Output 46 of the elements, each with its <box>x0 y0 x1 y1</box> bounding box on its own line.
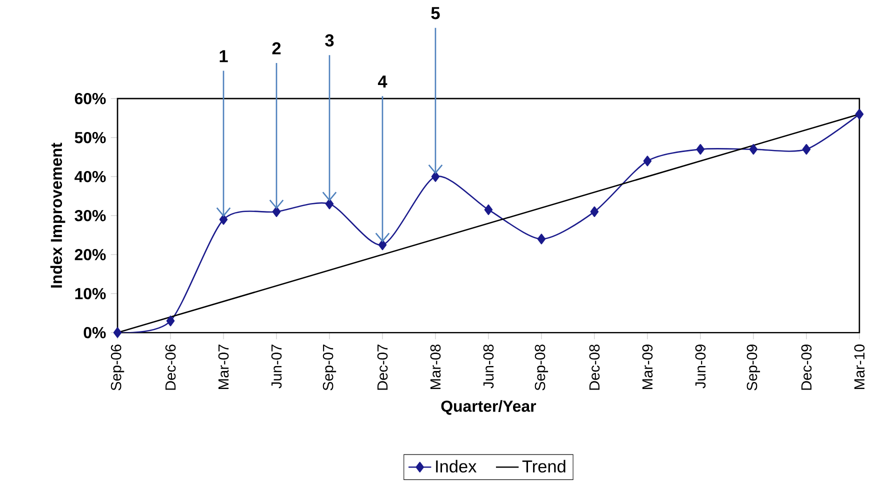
x-tick-label: Mar-10 <box>854 344 865 390</box>
x-tick-label: Mar-09 <box>642 344 653 390</box>
point <box>325 198 334 210</box>
annotation: 3 <box>325 34 334 47</box>
legend-label: Trend <box>522 460 566 473</box>
y-tick-label: 20% <box>74 248 106 260</box>
x-tick-label: Dec-09 <box>801 344 812 390</box>
point <box>696 144 705 155</box>
annotation: 4 <box>378 76 388 88</box>
y-tick-label: 30% <box>74 210 106 222</box>
point <box>855 108 864 120</box>
x-tick-label: Sep-08 <box>534 344 548 390</box>
x-tick-label: Sep-09 <box>746 344 760 390</box>
legend-label: Index <box>436 460 477 473</box>
point <box>378 240 387 250</box>
y-tick-label: 0% <box>84 327 106 338</box>
point <box>219 214 228 225</box>
point <box>431 171 440 182</box>
x-tick-label: Jun-09 <box>695 344 706 388</box>
y-tick-label: 50% <box>74 132 106 144</box>
x-tick-label: Dec-06 <box>165 344 176 390</box>
point <box>802 144 811 155</box>
y-tick-label: 10% <box>75 288 106 300</box>
point <box>166 316 175 326</box>
x-tick-label: Sep-06 <box>110 344 124 390</box>
x-tick-label: Mar-07 <box>218 344 229 390</box>
y-axis-title: Index Improvement <box>50 142 66 288</box>
point <box>484 204 493 216</box>
y-tick-label: 40% <box>74 170 106 182</box>
point <box>643 156 652 166</box>
annotation: 5 <box>431 7 440 20</box>
y-tick-label: 60% <box>74 92 106 104</box>
annotation: 2 <box>272 42 281 54</box>
point <box>113 327 122 338</box>
point <box>590 206 599 218</box>
x-tick-label: Sep-07 <box>322 344 336 390</box>
x-tick-label: Jun-07 <box>271 344 282 388</box>
x-axis-title: Quarter/Year <box>441 400 536 415</box>
point <box>272 206 281 218</box>
x-tick-label: Dec-08 <box>589 344 600 390</box>
annotation: 1 <box>220 50 228 62</box>
x-tick-label: Jun-08 <box>483 344 494 388</box>
point <box>749 144 758 155</box>
point <box>537 234 546 244</box>
x-tick-label: Dec-07 <box>377 344 388 390</box>
x-tick-label: Mar-08 <box>430 344 441 390</box>
